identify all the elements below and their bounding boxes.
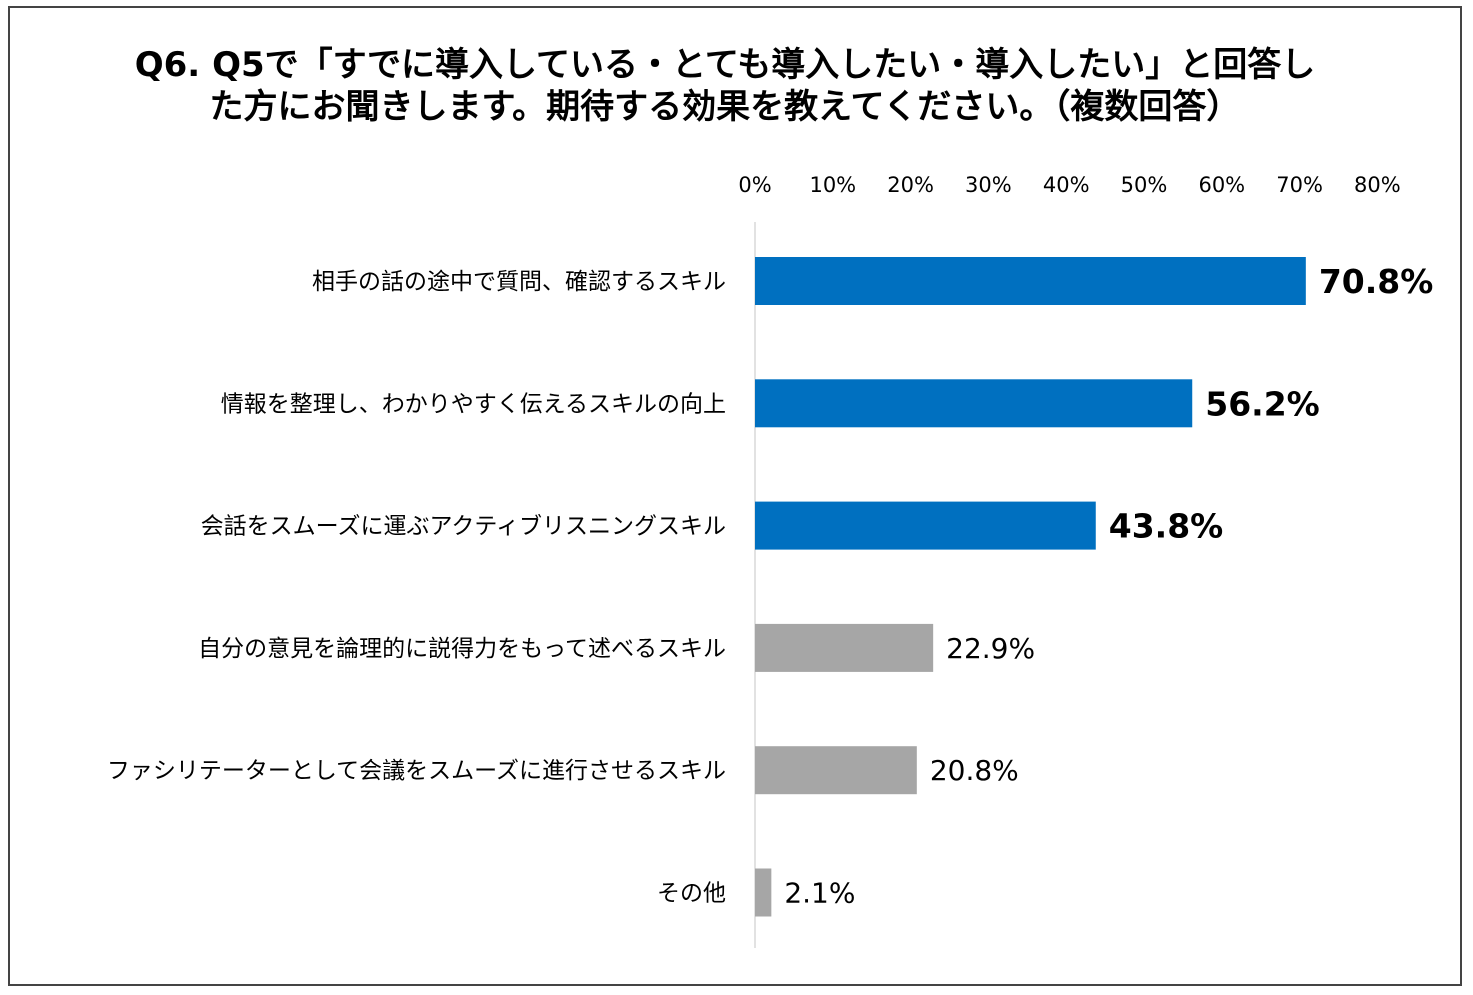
chart-title-line-1: Q6. Q5で「すでに導入している・とても導入したい・導入したい」と回答し xyxy=(134,45,1316,85)
bar xyxy=(755,868,772,917)
x-tick-label: 50% xyxy=(1121,173,1168,197)
x-tick-label: 10% xyxy=(809,173,856,197)
chart-title: Q6. Q5で「すでに導入している・とても導入したい・導入したい」と回答し た方… xyxy=(20,44,1430,128)
data-label: 43.8% xyxy=(1109,507,1224,546)
data-label: 70.8% xyxy=(1319,262,1434,301)
category-label: 自分の意見を論理的に説得力をもって述べるスキル xyxy=(198,636,726,662)
x-tick-label: 20% xyxy=(887,173,934,197)
x-tick-label: 80% xyxy=(1354,173,1401,197)
data-label: 2.1% xyxy=(784,877,855,910)
bar xyxy=(755,257,1306,305)
data-label: 56.2% xyxy=(1205,384,1320,423)
x-tick-label: 70% xyxy=(1276,173,1323,197)
bar xyxy=(755,623,934,672)
chart-frame xyxy=(8,6,1462,986)
x-tick-label: 0% xyxy=(738,173,771,197)
category-label: 会話をスムーズに運ぶアクティブリスニングスキル xyxy=(201,514,726,540)
bar xyxy=(755,746,917,795)
x-tick-label: 60% xyxy=(1198,173,1245,197)
category-label: ファシリテーターとして会議をスムーズに進行させるスキル xyxy=(107,758,726,784)
x-tick-label: 30% xyxy=(965,173,1012,197)
x-tick-label: 40% xyxy=(1043,173,1090,197)
data-label: 20.8% xyxy=(930,754,1019,787)
category-label: 情報を整理し、わかりやすく伝えるスキルの向上 xyxy=(221,391,726,417)
bar xyxy=(755,501,1096,550)
data-label: 22.9% xyxy=(946,632,1035,665)
bar xyxy=(755,379,1193,428)
category-label: その他 xyxy=(657,881,726,907)
category-label: 相手の話の途中で質問、確認するスキル xyxy=(312,269,726,295)
chart-title-line-2: た方にお聞きします。期待する効果を教えてください。（複数回答） xyxy=(209,87,1241,127)
